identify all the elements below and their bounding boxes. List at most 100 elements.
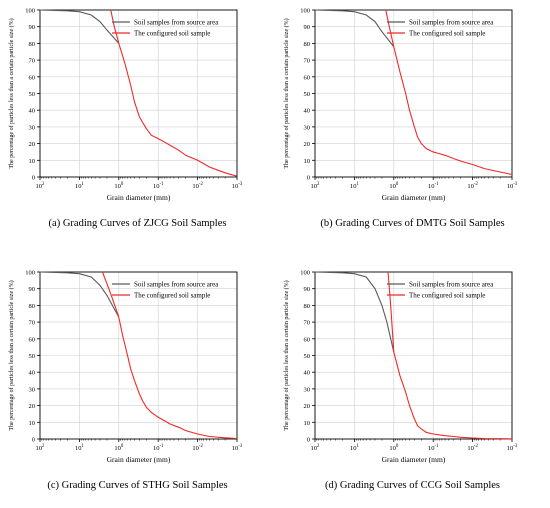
y-tick-label: 70 <box>29 58 36 65</box>
y-tick-label: 10 <box>29 158 36 165</box>
y-tick-label: 20 <box>304 141 311 148</box>
x-axis-label: Grain diameter (mm) <box>107 193 171 202</box>
legend-label: Soil samples from source area <box>134 19 219 27</box>
chart-panel-b: 0 10 20 30 40 50 60 70 80 90 100 102 101 100 10-1 10-2 1… <box>275 0 550 246</box>
x-tick-label: 10-3 <box>232 444 243 452</box>
chart-axes: 0 10 20 30 40 50 60 70 80 90 100 102 101 100 10-1 10-2 1… <box>283 8 518 203</box>
legend-label: The configured soil sample <box>409 292 485 300</box>
plot-frame <box>314 9 513 178</box>
x-tick-label: 102 <box>311 444 321 452</box>
plot-frame <box>39 9 238 178</box>
y-tick-label: 80 <box>304 41 311 48</box>
y-tick-label: 50 <box>304 91 311 98</box>
y-axis-label: The percentage of particles less than a … <box>283 280 290 430</box>
y-tick-label: 30 <box>29 124 36 131</box>
y-tick-label: 90 <box>29 24 36 31</box>
y-tick-label: 0 <box>32 175 35 182</box>
y-axis-label: The percentage of particles less than a … <box>8 18 15 168</box>
y-tick-label: 80 <box>29 303 36 310</box>
x-tick-label: 101 <box>350 444 360 452</box>
x-tick-label: 10-1 <box>428 444 439 452</box>
series-line-source-area <box>39 271 120 318</box>
x-tick-label: 101 <box>75 444 85 452</box>
y-tick-label: 40 <box>304 370 311 377</box>
chart-caption-a: (a) Grading Curves of ZJCG Soil Samples <box>48 218 227 229</box>
y-tick-label: 40 <box>29 108 36 115</box>
series-line-configured-sample <box>101 271 238 440</box>
x-tick-label: 101 <box>75 182 85 190</box>
legend-label: Soil samples from source area <box>409 19 494 27</box>
y-tick-label: 60 <box>304 336 311 343</box>
plot-frame <box>314 271 513 440</box>
x-tick-label: 10-1 <box>153 444 164 452</box>
grading-chart-b: 0 10 20 30 40 50 60 70 80 90 100 102 101 100 10-1 10-2 1… <box>283 8 518 203</box>
y-axis-label: The percentage of particles less than a … <box>8 280 15 430</box>
y-tick-label: 70 <box>304 58 311 65</box>
y-tick-label: 70 <box>304 320 311 327</box>
y-tick-label: 10 <box>29 420 36 427</box>
x-tick-label: 10-3 <box>507 444 518 452</box>
y-tick-label: 20 <box>304 403 311 410</box>
chart-panel-a: 0 10 20 30 40 50 60 70 80 90 100 102 101 100 10-1 10-2 1… <box>0 0 275 246</box>
grading-chart-d: 0 10 20 30 40 50 60 70 80 90 100 102 101 100 10-1 10-2 1… <box>283 270 518 465</box>
x-axis-label: Grain diameter (mm) <box>382 193 446 202</box>
y-tick-label: 30 <box>304 124 311 131</box>
y-tick-label: 70 <box>29 320 36 327</box>
x-tick-label: 100 <box>389 182 399 190</box>
y-tick-label: 40 <box>29 370 36 377</box>
chart-caption-c: (c) Grading Curves of STHG Soil Samples <box>47 480 228 491</box>
y-axis-label: The percentage of particles less than a … <box>283 18 290 168</box>
y-tick-label: 0 <box>307 437 310 444</box>
x-tick-label: 102 <box>36 182 46 190</box>
chart-panel-c: 0 10 20 30 40 50 60 70 80 90 100 102 101 100 10-1 10-2 1… <box>0 262 275 508</box>
y-tick-label: 80 <box>29 41 36 48</box>
y-tick-label: 20 <box>29 403 36 410</box>
y-tick-label: 50 <box>29 91 36 98</box>
x-tick-label: 10-3 <box>507 182 518 190</box>
legend-label: Soil samples from source area <box>409 281 494 289</box>
chart-axes: 0 10 20 30 40 50 60 70 80 90 100 102 101 100 10-1 10-2 1… <box>8 8 243 203</box>
y-tick-label: 20 <box>29 141 36 148</box>
grading-chart-c: 0 10 20 30 40 50 60 70 80 90 100 102 101 100 10-1 10-2 1… <box>8 270 243 465</box>
y-tick-label: 90 <box>304 24 311 31</box>
x-tick-label: 10-2 <box>467 182 478 190</box>
y-tick-label: 0 <box>32 437 35 444</box>
chart-panel-d: 0 10 20 30 40 50 60 70 80 90 100 102 101 100 10-1 10-2 1… <box>275 262 550 508</box>
y-tick-label: 100 <box>25 270 35 277</box>
y-tick-label: 40 <box>304 108 311 115</box>
y-tick-label: 90 <box>29 286 36 293</box>
legend-label: The configured soil sample <box>134 292 210 300</box>
y-tick-label: 60 <box>29 336 36 343</box>
y-tick-label: 50 <box>29 353 36 360</box>
legend-label: The configured soil sample <box>134 30 210 38</box>
x-tick-label: 102 <box>36 444 46 452</box>
legend-label: The configured soil sample <box>409 30 485 38</box>
series-line-configured-sample <box>385 9 513 176</box>
x-tick-label: 10-3 <box>232 182 243 190</box>
y-tick-label: 60 <box>304 74 311 81</box>
x-tick-label: 100 <box>389 444 399 452</box>
x-tick-label: 10-1 <box>153 182 164 190</box>
x-tick-label: 102 <box>311 182 321 190</box>
chart-axes: 0 10 20 30 40 50 60 70 80 90 100 102 101 100 10-1 10-2 1… <box>8 270 243 465</box>
x-tick-label: 10-1 <box>428 182 439 190</box>
y-tick-label: 30 <box>304 386 311 393</box>
y-tick-label: 30 <box>29 386 36 393</box>
grading-chart-a: 0 10 20 30 40 50 60 70 80 90 100 102 101 100 10-1 10-2 1… <box>8 8 243 203</box>
chart-caption-d: (d) Grading Curves of CCG Soil Samples <box>325 480 500 491</box>
x-axis-label: Grain diameter (mm) <box>382 455 446 464</box>
x-axis-label: Grain diameter (mm) <box>107 455 171 464</box>
series-line-source-area <box>39 9 120 44</box>
series-line-source-area <box>314 9 395 48</box>
y-tick-label: 100 <box>300 270 310 277</box>
x-tick-label: 10-2 <box>467 444 478 452</box>
legend-label: Soil samples from source area <box>134 281 219 289</box>
y-tick-label: 100 <box>300 8 310 15</box>
y-tick-label: 10 <box>304 158 311 165</box>
x-tick-label: 10-2 <box>192 182 203 190</box>
chart-caption-b: (b) Grading Curves of DMTG Soil Samples <box>320 218 505 229</box>
y-tick-label: 50 <box>304 353 311 360</box>
x-tick-label: 100 <box>114 182 124 190</box>
x-tick-label: 101 <box>350 182 360 190</box>
series-line-configured-sample <box>387 271 513 440</box>
